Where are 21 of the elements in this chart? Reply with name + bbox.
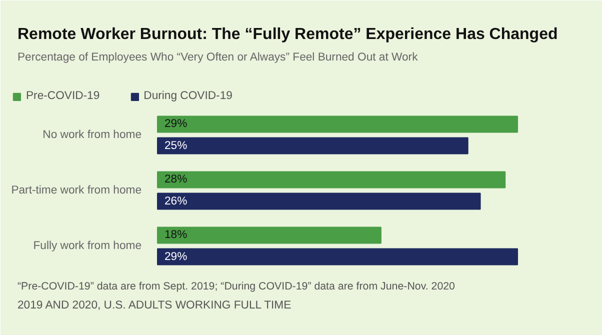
data-label: 28% bbox=[164, 174, 188, 186]
bar bbox=[157, 226, 382, 244]
bar bbox=[157, 171, 506, 188]
bar bbox=[157, 137, 468, 154]
bar bbox=[157, 248, 518, 266]
y-tick-label: Part-time work from home bbox=[11, 184, 142, 196]
bar bbox=[157, 116, 518, 133]
data-label: 25% bbox=[164, 140, 188, 152]
chart-subtitle: Percentage of Employees Who “Very Often or Always” Feel Burned Out at Work bbox=[18, 52, 418, 64]
y-tick-label: No work from home bbox=[42, 129, 142, 141]
y-tick-label: Fully work from home bbox=[33, 240, 142, 252]
bar bbox=[157, 192, 481, 210]
data-label: 29% bbox=[164, 118, 188, 130]
chart-title: Remote Worker Burnout: The “Fully Remote” Experience Has Changed bbox=[18, 26, 558, 43]
text: “Pre-COVID-19” data are from Sept. 2019; “During COVID-19” data are from June-Nov. 2020 bbox=[18, 280, 456, 292]
data-label: 18% bbox=[164, 229, 188, 242]
data-label: 26% bbox=[164, 195, 188, 208]
text: 2019 AND 2020, U.S. ADULTS WORKING FULL TIME bbox=[18, 300, 292, 312]
data-label: 29% bbox=[164, 250, 188, 263]
legend-label: Pre-COVID-19 bbox=[26, 90, 100, 102]
legend-label: During COVID-19 bbox=[144, 90, 232, 102]
